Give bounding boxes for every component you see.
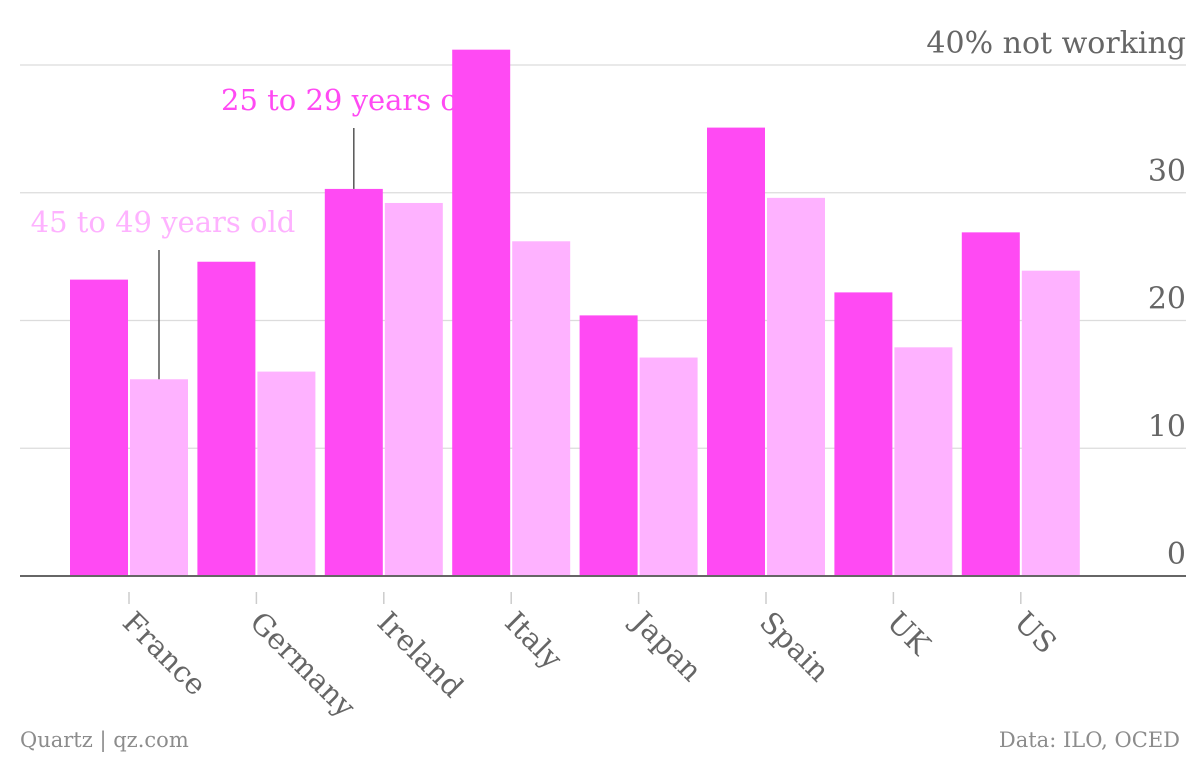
- bar-age-45-49-france: [130, 379, 188, 576]
- source-credit: Quartz | qz.com: [20, 728, 189, 752]
- x-tick-label: UK: [880, 605, 938, 663]
- y-tick-label: 20: [1148, 282, 1186, 317]
- bar-age-45-49-italy: [512, 241, 571, 577]
- y-tick-label: 30: [1148, 154, 1186, 189]
- bar-age-45-49-spain: [767, 197, 825, 577]
- bar-age-45-49-ireland: [384, 202, 443, 576]
- x-tick-label: Italy: [498, 605, 569, 676]
- bar-age-25-29-italy: [452, 49, 511, 577]
- bar-age-25-29-spain: [707, 127, 765, 576]
- bar-age-25-29-ireland: [324, 188, 383, 577]
- series-annotation-label: 25 to 29 years olds: [221, 83, 501, 117]
- x-tick-label: Japan: [624, 603, 709, 688]
- series-annotation-label: 45 to 49 years old: [31, 205, 296, 239]
- x-tick-label: Spain: [753, 605, 836, 688]
- bar-age-45-49-japan: [639, 357, 698, 576]
- bar-age-25-29-france: [70, 279, 128, 576]
- bars: [70, 49, 1080, 577]
- bar-age-25-29-uk: [834, 292, 893, 576]
- y-tick-label: 40% not working: [926, 26, 1186, 61]
- x-tick-label: US: [1008, 605, 1063, 660]
- axes: [20, 575, 1186, 604]
- bar-age-25-29-japan: [579, 315, 638, 576]
- bar-age-25-29-us: [961, 232, 1020, 577]
- x-tick-label: France: [116, 605, 213, 702]
- x-tick-label: Ireland: [371, 605, 470, 704]
- bar-age-25-29-germany: [197, 261, 256, 576]
- bar-age-45-49-germany: [257, 371, 316, 576]
- bar-age-45-49-us: [1021, 270, 1080, 576]
- x-tick-label: Germany: [243, 605, 362, 724]
- y-tick-label: 10: [1148, 409, 1186, 444]
- data-source: Data: ILO, OCED: [998, 728, 1180, 752]
- y-tick-label: 0: [1167, 537, 1186, 572]
- bar-age-45-49-uk: [894, 347, 953, 576]
